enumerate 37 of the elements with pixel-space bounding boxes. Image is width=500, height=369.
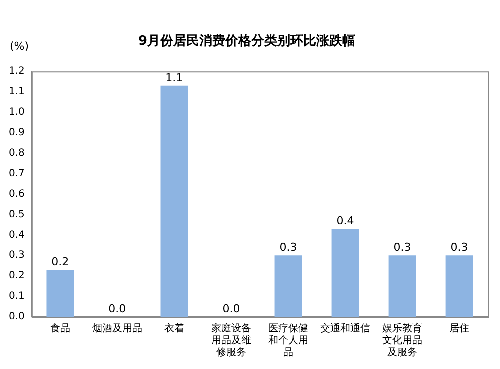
y-tick-label: 0.0	[8, 312, 25, 323]
data-label: 0.4	[336, 214, 354, 228]
x-tick-label: 烟酒及用品	[92, 322, 142, 335]
y-tick-label: 0.3	[8, 250, 25, 262]
data-label: 1.1	[166, 71, 184, 84]
y-tick-label: 1.1	[8, 86, 25, 98]
y-axis-title: (%)	[10, 40, 30, 53]
bar	[46, 270, 74, 317]
data-label: 0.0	[222, 302, 240, 316]
y-tick-label: 1.2	[8, 66, 25, 78]
bar	[274, 256, 302, 317]
y-tick-label: 0.9	[8, 128, 25, 139]
y-tick-label: 0.1	[8, 291, 25, 302]
x-tick-label: 衣着	[164, 322, 184, 335]
y-tick-label: 0.8	[8, 148, 25, 159]
bar	[388, 256, 416, 317]
bar	[446, 256, 474, 317]
x-tick-label: 交通和通信	[320, 322, 370, 335]
data-label: 0.3	[450, 241, 468, 254]
x-tick-label: 居住	[449, 324, 470, 335]
y-tick-label: 0.7	[8, 168, 25, 180]
bar	[160, 86, 188, 317]
y-tick-label: 0.4	[8, 230, 25, 241]
x-tick-label: 食品	[50, 322, 70, 335]
data-label: 0.0	[108, 302, 126, 316]
data-label: 0.2	[52, 255, 70, 268]
x-tick-label: 医疗保健和个人用品	[268, 322, 308, 359]
x-tick-label: 家庭设备用品及维修服务	[211, 322, 252, 359]
chart-title: 9月份居民消费价格分类别环比涨跌幅	[138, 34, 356, 50]
data-label: 0.3	[394, 241, 412, 254]
y-tick-label: 0.6	[8, 188, 25, 200]
x-tick-label: 娱乐教育文化用品及服务	[382, 322, 422, 359]
y-tick-label: 0.5	[8, 209, 25, 220]
data-label: 0.3	[280, 241, 298, 254]
y-tick-label: 0.2	[8, 270, 25, 282]
y-tick-label: 1.0	[8, 107, 25, 118]
bar	[332, 229, 360, 317]
